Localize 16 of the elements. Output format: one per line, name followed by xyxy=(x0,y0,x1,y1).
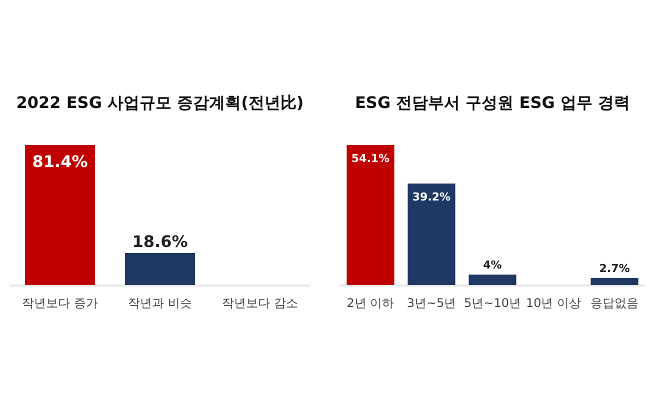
chart-title: ESG 전담부서 구성원 ESG 업무 경력 xyxy=(354,93,630,112)
x-tick-label: 작년보다 감소 xyxy=(222,296,298,310)
data-label: 18.6% xyxy=(132,232,188,252)
chart-title: 2022 ESG 사업규모 증감계획(전년比) xyxy=(16,93,304,112)
data-label: 54.1% xyxy=(351,152,390,165)
x-tick-label: 작년보다 증가 xyxy=(22,296,98,310)
x-tick-label: 작년과 비슷 xyxy=(128,296,192,310)
data-label: 2.7% xyxy=(599,262,630,276)
data-label: 81.4% xyxy=(32,152,88,171)
x-tick-label: 5년~10년 xyxy=(464,296,521,310)
x-tick-label: 3년~5년 xyxy=(406,296,456,310)
x-tick-label: 10년 이상 xyxy=(526,296,582,310)
data-label: 39.2% xyxy=(412,190,451,204)
data-label: 4% xyxy=(483,258,502,272)
x-tick-label: 응답없음 xyxy=(590,296,638,310)
x-tick-label: 2년 이하 xyxy=(346,296,394,310)
